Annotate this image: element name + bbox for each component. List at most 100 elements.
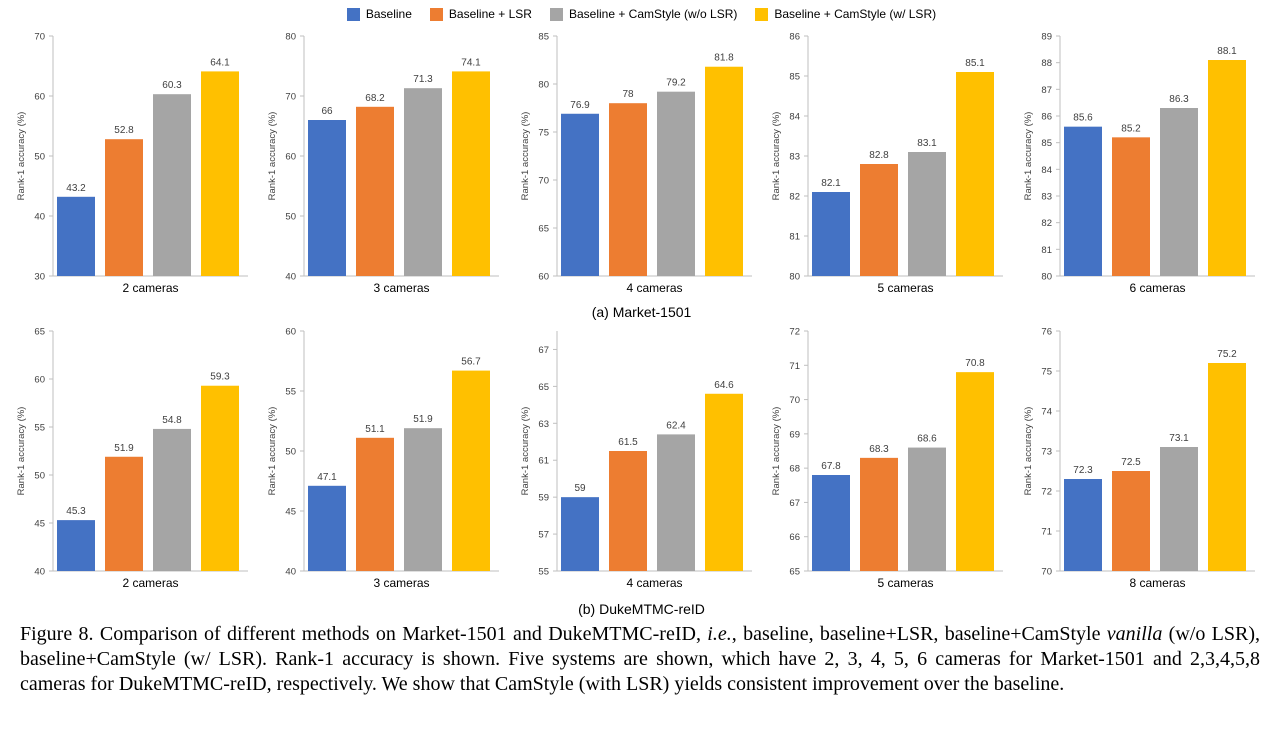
y-tick-label: 65 (538, 382, 549, 393)
data-label: 51.9 (114, 443, 134, 454)
y-tick-label: 50 (285, 212, 296, 223)
legend-item: Baseline + LSR (429, 7, 532, 21)
group-label-market: (a) Market-1501 (591, 304, 692, 320)
y-tick-label: 86 (1041, 112, 1052, 123)
legend: Baseline Baseline + LSR Baseline + CamStyl… (0, 4, 1283, 24)
y-tick-label: 70 (789, 395, 800, 406)
bar-chart: 40 50 60 70 80 Rank-1 accuracy (%) 66 68.2 71.3 7… (267, 32, 499, 295)
data-label: 59.3 (210, 372, 230, 383)
y-tick-label: 60 (34, 375, 45, 386)
y-tick-label: 72 (1041, 487, 1052, 498)
caption-part: Figure 8. Comparison of different method… (20, 623, 708, 645)
y-axis-label: Rank-1 accuracy (%) (267, 407, 278, 496)
y-tick-label: 50 (34, 471, 45, 482)
bar (705, 393, 743, 571)
x-axis-label: 3 cameras (373, 576, 429, 590)
data-label: 64.6 (714, 380, 734, 391)
bar (452, 370, 490, 571)
legend-label: Baseline + LSR (448, 7, 532, 21)
caption-italic: vanilla (1106, 623, 1163, 645)
bar (956, 372, 994, 571)
y-tick-label: 72 (789, 327, 800, 338)
bar (561, 497, 599, 571)
legend-label: Baseline + CamStyle (w/o LSR) (568, 7, 738, 21)
y-tick-label: 71 (789, 361, 800, 372)
legend-item: Baseline + CamStyle (w/ LSR) (755, 7, 936, 21)
caption-italic: i.e. (707, 623, 732, 645)
y-tick-label: 84 (789, 112, 800, 123)
y-tick-label: 40 (285, 567, 296, 578)
y-tick-label: 75 (538, 128, 549, 139)
y-tick-label: 70 (538, 176, 549, 187)
x-axis-label: 2 cameras (122, 576, 178, 590)
bar (57, 196, 95, 276)
y-tick-label: 68 (789, 464, 800, 475)
y-tick-label: 59 (538, 493, 549, 504)
bar-chart-panel: 55 57 59 61 63 65 67 Rank-1 accuracy (%) 59 61.5 6… (512, 323, 762, 603)
legend-item: Baseline + CamStyle (w/o LSR) (549, 7, 738, 21)
y-tick-label: 80 (1041, 272, 1052, 283)
bar (657, 91, 695, 277)
data-label: 51.9 (413, 414, 433, 425)
bar (356, 106, 394, 276)
bar-chart-panel: 60 65 70 75 80 85 Rank-1 accuracy (%) 76.9 78 79.… (512, 28, 762, 308)
bar-chart-panel: 65 66 67 68 69 70 71 72 Rank-1 accuracy (%) 67.8 6… (763, 323, 1013, 603)
legend-item: Baseline (346, 7, 412, 21)
y-axis-label: Rank-1 accuracy (%) (520, 407, 531, 496)
bar-chart: 65 66 67 68 69 70 71 72 Rank-1 accuracy (%) 67.8 6… (771, 327, 1003, 590)
bar-chart-panel: 30 40 50 60 70 Rank-1 accuracy (%) 43.2 52.8 60.… (8, 28, 258, 308)
y-tick-label: 75 (1041, 367, 1052, 378)
bar-chart: 80 81 82 83 84 85 86 87 88 89 Rank-1 accuracy (%) 8… (1023, 32, 1255, 295)
y-tick-label: 82 (789, 192, 800, 203)
y-tick-label: 40 (285, 272, 296, 283)
y-tick-label: 65 (538, 224, 549, 235)
y-tick-label: 89 (1041, 32, 1052, 43)
data-label: 82.8 (869, 150, 889, 161)
bar (908, 447, 946, 571)
data-label: 85.6 (1073, 113, 1093, 124)
data-label: 68.3 (869, 444, 889, 455)
bar (153, 428, 191, 571)
bar (57, 520, 95, 571)
bar-chart: 30 40 50 60 70 Rank-1 accuracy (%) 43.2 52.8 60.… (16, 32, 248, 295)
y-tick-label: 61 (538, 456, 549, 467)
data-label: 72.5 (1121, 457, 1141, 468)
data-label: 72.3 (1073, 465, 1093, 476)
y-tick-label: 69 (789, 429, 800, 440)
bar (105, 139, 143, 276)
bar-chart-panel: 70 71 72 73 74 75 76 Rank-1 accuracy (%) 72.3 72.… (1015, 323, 1265, 603)
bar-chart: 55 57 59 61 63 65 67 Rank-1 accuracy (%) 59 61.5 6… (520, 331, 752, 590)
bar (561, 113, 599, 276)
bar (201, 385, 239, 571)
bar (812, 475, 850, 571)
bar (356, 437, 394, 571)
bar-chart-panel: 40 45 50 55 60 65 Rank-1 accuracy (%) 45.3 51.9 5… (8, 323, 258, 603)
data-label: 78 (622, 89, 634, 100)
bar (860, 457, 898, 571)
data-label: 68.2 (365, 93, 385, 104)
bar-chart: 70 71 72 73 74 75 76 Rank-1 accuracy (%) 72.3 72.… (1023, 327, 1255, 590)
legend-swatch (549, 7, 563, 21)
caption-part: (w/o LSR), baseline+CamStyle (w/ LSR). R… (20, 623, 1260, 695)
y-tick-label: 70 (285, 92, 296, 103)
bar-chart: 40 45 50 55 60 Rank-1 accuracy (%) 47.1 51.1 51.… (267, 327, 499, 590)
y-tick-label: 88 (1041, 58, 1052, 69)
bar (1064, 479, 1102, 571)
y-axis-label: Rank-1 accuracy (%) (1023, 112, 1034, 201)
y-tick-label: 55 (34, 423, 45, 434)
bar (1160, 447, 1198, 571)
bar (201, 71, 239, 277)
y-tick-label: 60 (285, 327, 296, 338)
y-tick-label: 73 (1041, 447, 1052, 458)
data-label: 66 (321, 106, 333, 117)
y-tick-label: 70 (1041, 567, 1052, 578)
data-label: 76.9 (570, 100, 590, 111)
y-axis-label: Rank-1 accuracy (%) (1023, 407, 1034, 496)
bar (609, 103, 647, 276)
data-label: 82.1 (821, 178, 841, 189)
data-label: 56.7 (461, 357, 481, 368)
data-label: 68.6 (917, 434, 937, 445)
caption-part: , baseline, baseline+LSR, baseline+CamSt… (731, 623, 1107, 645)
legend-label: Baseline + CamStyle (w/ LSR) (774, 7, 937, 21)
x-axis-label: 4 cameras (626, 281, 682, 295)
